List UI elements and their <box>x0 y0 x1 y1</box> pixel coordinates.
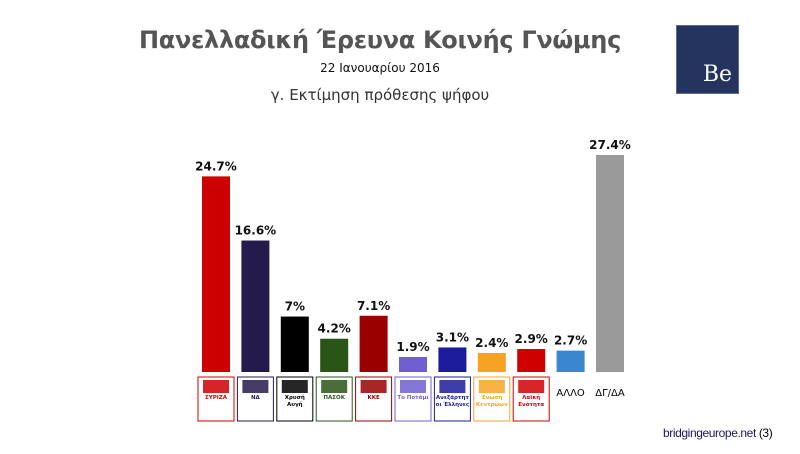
party-logo-emblem <box>400 380 426 393</box>
data-label: 27.4% <box>589 138 631 152</box>
party-logo-label: Ανεξάρτητοι Έλληνες <box>435 395 470 408</box>
party-logo-emblem <box>518 380 545 393</box>
party-logo-emblem <box>203 380 229 393</box>
bar <box>280 316 309 372</box>
footer: bridgingeurope.net (3) <box>663 426 773 440</box>
data-label: 24.7% <box>195 159 237 173</box>
bar <box>517 349 546 372</box>
data-label: 4.2% <box>318 322 351 336</box>
party-logo-label: ΣΥΡΙΖΑ <box>204 395 228 401</box>
party-logo-emblem <box>478 380 505 393</box>
party-logo-label: Το Ποτάμι <box>397 395 429 401</box>
party-logo-label: Ένωση Κεντρώων <box>475 395 508 408</box>
party-logo-label: ΚΚΕ <box>367 395 380 401</box>
data-label: 2.4% <box>475 336 508 350</box>
bar <box>320 338 349 372</box>
brand-logo-text: Be <box>702 62 732 87</box>
data-label: 2.9% <box>515 332 548 346</box>
footer-site-link[interactable]: bridgingeurope.net <box>663 426 756 440</box>
party-logo-emblem <box>439 380 466 393</box>
party-logo-label: Λαϊκή Ενότητα <box>518 395 545 408</box>
bar <box>477 352 506 372</box>
data-label: 16.6% <box>235 224 277 238</box>
bar <box>202 176 230 372</box>
party-logo-emblem <box>281 380 308 393</box>
category-label: ΔΓ/ΔΑ <box>595 388 625 399</box>
data-label: 2.7% <box>554 334 587 348</box>
party-logo-emblem <box>360 380 387 393</box>
survey-date: 22 Ιανουαρίου 2016 <box>320 61 440 75</box>
bar <box>399 356 427 372</box>
chart-title: Πανελλαδική Έρευνα Κοινής Γνώμης <box>138 26 622 54</box>
data-label: 3.1% <box>436 330 469 344</box>
party-logo-emblem <box>321 380 348 393</box>
data-label: 7.1% <box>357 299 390 313</box>
data-label: 7% <box>285 300 305 314</box>
bar <box>438 347 467 372</box>
bar <box>556 350 585 372</box>
data-label: 1.9% <box>396 340 429 354</box>
party-logo-label: ΠΑΣΟΚ <box>323 395 345 401</box>
party-logo-label: Χρυσή Αυγή <box>284 395 305 408</box>
bridging-europe-logo: Be <box>676 25 739 94</box>
party-logo-label: ΝΔ <box>250 395 260 401</box>
bar <box>596 155 624 372</box>
category-label: ΑΛΛΟ <box>556 388 585 399</box>
page-number: (3) <box>758 426 773 440</box>
party-logo-emblem <box>242 380 269 393</box>
bar <box>241 240 270 372</box>
chart-subtitle: γ. Εκτίμηση πρόθεσης ψήφου <box>270 86 490 104</box>
bar <box>359 315 388 372</box>
